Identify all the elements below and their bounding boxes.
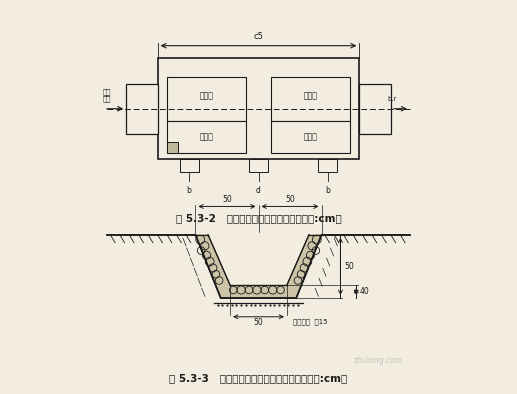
Text: b: b — [187, 186, 192, 195]
Bar — [180, 159, 199, 172]
Text: 砂砾垫层  厚15: 砂砾垫层 厚15 — [293, 318, 328, 325]
Text: 40: 40 — [360, 287, 370, 296]
Text: 水流
方向: 水流 方向 — [102, 88, 111, 102]
Polygon shape — [287, 235, 322, 298]
Bar — [359, 84, 391, 134]
Text: 图 5.3-2   干砌石沉砂池平面设计图（单位:cm）: 图 5.3-2 干砌石沉砂池平面设计图（单位:cm） — [176, 213, 341, 223]
Text: 50: 50 — [222, 195, 232, 204]
Bar — [167, 121, 246, 153]
Bar — [318, 159, 337, 172]
Text: 沉砂室: 沉砂室 — [200, 92, 214, 100]
Bar — [271, 77, 350, 121]
Bar — [167, 77, 246, 121]
Text: 50: 50 — [254, 318, 263, 327]
Text: 沉积区: 沉积区 — [200, 133, 214, 141]
Bar — [167, 142, 178, 153]
Text: zhulong.com: zhulong.com — [354, 357, 403, 365]
Polygon shape — [195, 235, 230, 298]
Bar — [271, 121, 350, 153]
Text: 50: 50 — [285, 195, 295, 204]
Text: 50: 50 — [344, 262, 354, 271]
Bar — [158, 58, 359, 159]
Polygon shape — [221, 285, 296, 298]
Text: b.r: b.r — [388, 97, 397, 102]
Text: 图 5.3-3   干砌石排水沟典型设计断面图（单位:cm）: 图 5.3-3 干砌石排水沟典型设计断面图（单位:cm） — [170, 374, 347, 383]
Text: d: d — [256, 186, 261, 195]
Text: 格栅室: 格栅室 — [303, 92, 317, 100]
Text: b: b — [325, 186, 330, 195]
Bar — [249, 159, 268, 172]
Bar — [126, 84, 158, 134]
Text: c5: c5 — [253, 32, 264, 41]
Text: 溢流孔: 溢流孔 — [303, 133, 317, 141]
